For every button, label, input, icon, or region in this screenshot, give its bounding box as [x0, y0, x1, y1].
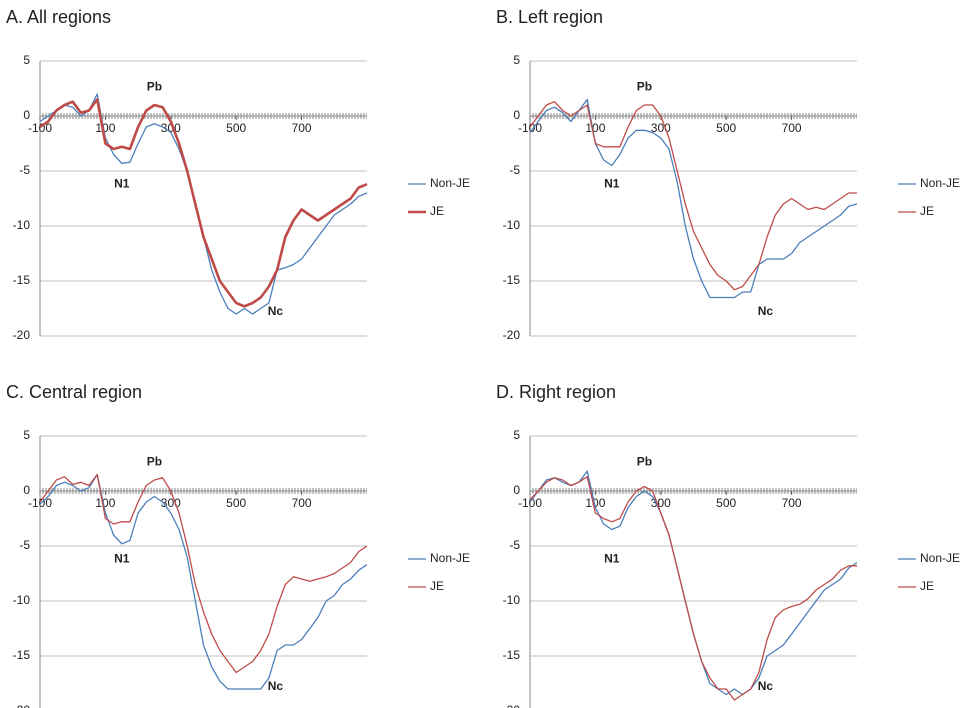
panel: C. Central region-20-15-10-505-100100300… — [6, 382, 470, 708]
x-tick-label: 500 — [226, 496, 246, 510]
y-tick-label: 0 — [23, 108, 30, 122]
data-line — [529, 476, 857, 701]
annotation: N1 — [604, 551, 620, 565]
annotation: Pb — [147, 80, 162, 94]
chart-title: A. All regions — [6, 7, 111, 27]
y-tick-label: -20 — [13, 328, 31, 342]
annotation: N1 — [114, 551, 130, 565]
annotation: Pb — [637, 80, 652, 94]
y-tick-label: -15 — [13, 648, 31, 662]
x-tick-label: 300 — [161, 121, 181, 135]
chart-title: D. Right region — [496, 382, 616, 402]
annotation: Nc — [758, 679, 774, 693]
y-tick-label: -5 — [509, 538, 520, 552]
chart-title: C. Central region — [6, 382, 142, 402]
y-tick-label: 0 — [23, 483, 30, 497]
y-tick-label: 5 — [23, 53, 30, 67]
legend-label: JE — [430, 204, 444, 218]
y-tick-label: 5 — [23, 428, 30, 442]
y-tick-label: -15 — [503, 648, 521, 662]
y-tick-label: -15 — [13, 273, 31, 287]
annotation: Nc — [268, 679, 284, 693]
legend-label: Non-JE — [920, 551, 960, 565]
data-line — [529, 98, 858, 299]
x-tick-label: -100 — [518, 496, 542, 510]
y-tick-label: -10 — [13, 218, 31, 232]
legend-label: JE — [920, 204, 934, 218]
data-line — [529, 101, 857, 291]
y-tick-label: 5 — [513, 53, 520, 67]
annotation: N1 — [604, 176, 620, 190]
panel: B. Left region-20-15-10-505-100 100 300 500… — [496, 7, 960, 342]
chart-title: B. Left region — [496, 7, 603, 27]
y-tick-label: 0 — [513, 483, 520, 497]
y-tick-label: -20 — [503, 328, 521, 342]
x-tick-label: 100 — [585, 121, 605, 135]
annotation: Nc — [758, 304, 774, 318]
legend-label: Non-JE — [920, 176, 960, 190]
x-tick-label: -100 — [28, 121, 52, 135]
y-tick-label: -10 — [503, 593, 521, 607]
y-tick-label: -20 — [13, 703, 31, 708]
data-line — [39, 473, 368, 674]
y-tick-label: -10 — [13, 593, 31, 607]
panel: A. All regions -20 -15 -10 -5 0 5 -100 100 300 500… — [6, 7, 470, 342]
y-tick-label: -10 — [503, 218, 521, 232]
x-tick-label: 700 — [782, 496, 802, 510]
y-tick-label: 0 — [513, 108, 520, 122]
y-tick-label: -5 — [509, 163, 520, 177]
legend-label: Non-JE — [430, 176, 470, 190]
legend-label: JE — [430, 579, 444, 593]
annotation: Pb — [637, 455, 652, 469]
x-tick-label: 100 — [585, 496, 605, 510]
x-tick-label: 500 — [716, 121, 736, 135]
x-tick-label: 500 — [226, 121, 246, 135]
y-tick-label: -5 — [19, 538, 30, 552]
annotation: Nc — [268, 304, 284, 318]
y-tick-label: -20 — [503, 703, 521, 708]
annotation: N1 — [114, 176, 130, 190]
y-tick-label: -5 — [19, 163, 30, 177]
x-tick-label: 700 — [292, 496, 312, 510]
x-tick-label: 700 — [292, 121, 312, 135]
data-line — [529, 470, 858, 696]
x-tick-label: 100 — [95, 121, 115, 135]
data-line — [39, 473, 368, 690]
annotation: Pb — [147, 455, 162, 469]
y-tick-label: -15 — [503, 273, 521, 287]
data-line — [39, 98, 368, 308]
x-tick-label: -100 — [518, 121, 542, 135]
panel: D. Right region-20-15-10-505-10010030050… — [496, 382, 960, 708]
y-tick-label: 5 — [513, 428, 520, 442]
x-tick-label: 700 — [782, 121, 802, 135]
legend-label: Non-JE — [430, 551, 470, 565]
x-tick-label: 100 — [95, 496, 115, 510]
legend-label: JE — [920, 579, 934, 593]
x-tick-label: 500 — [716, 496, 736, 510]
